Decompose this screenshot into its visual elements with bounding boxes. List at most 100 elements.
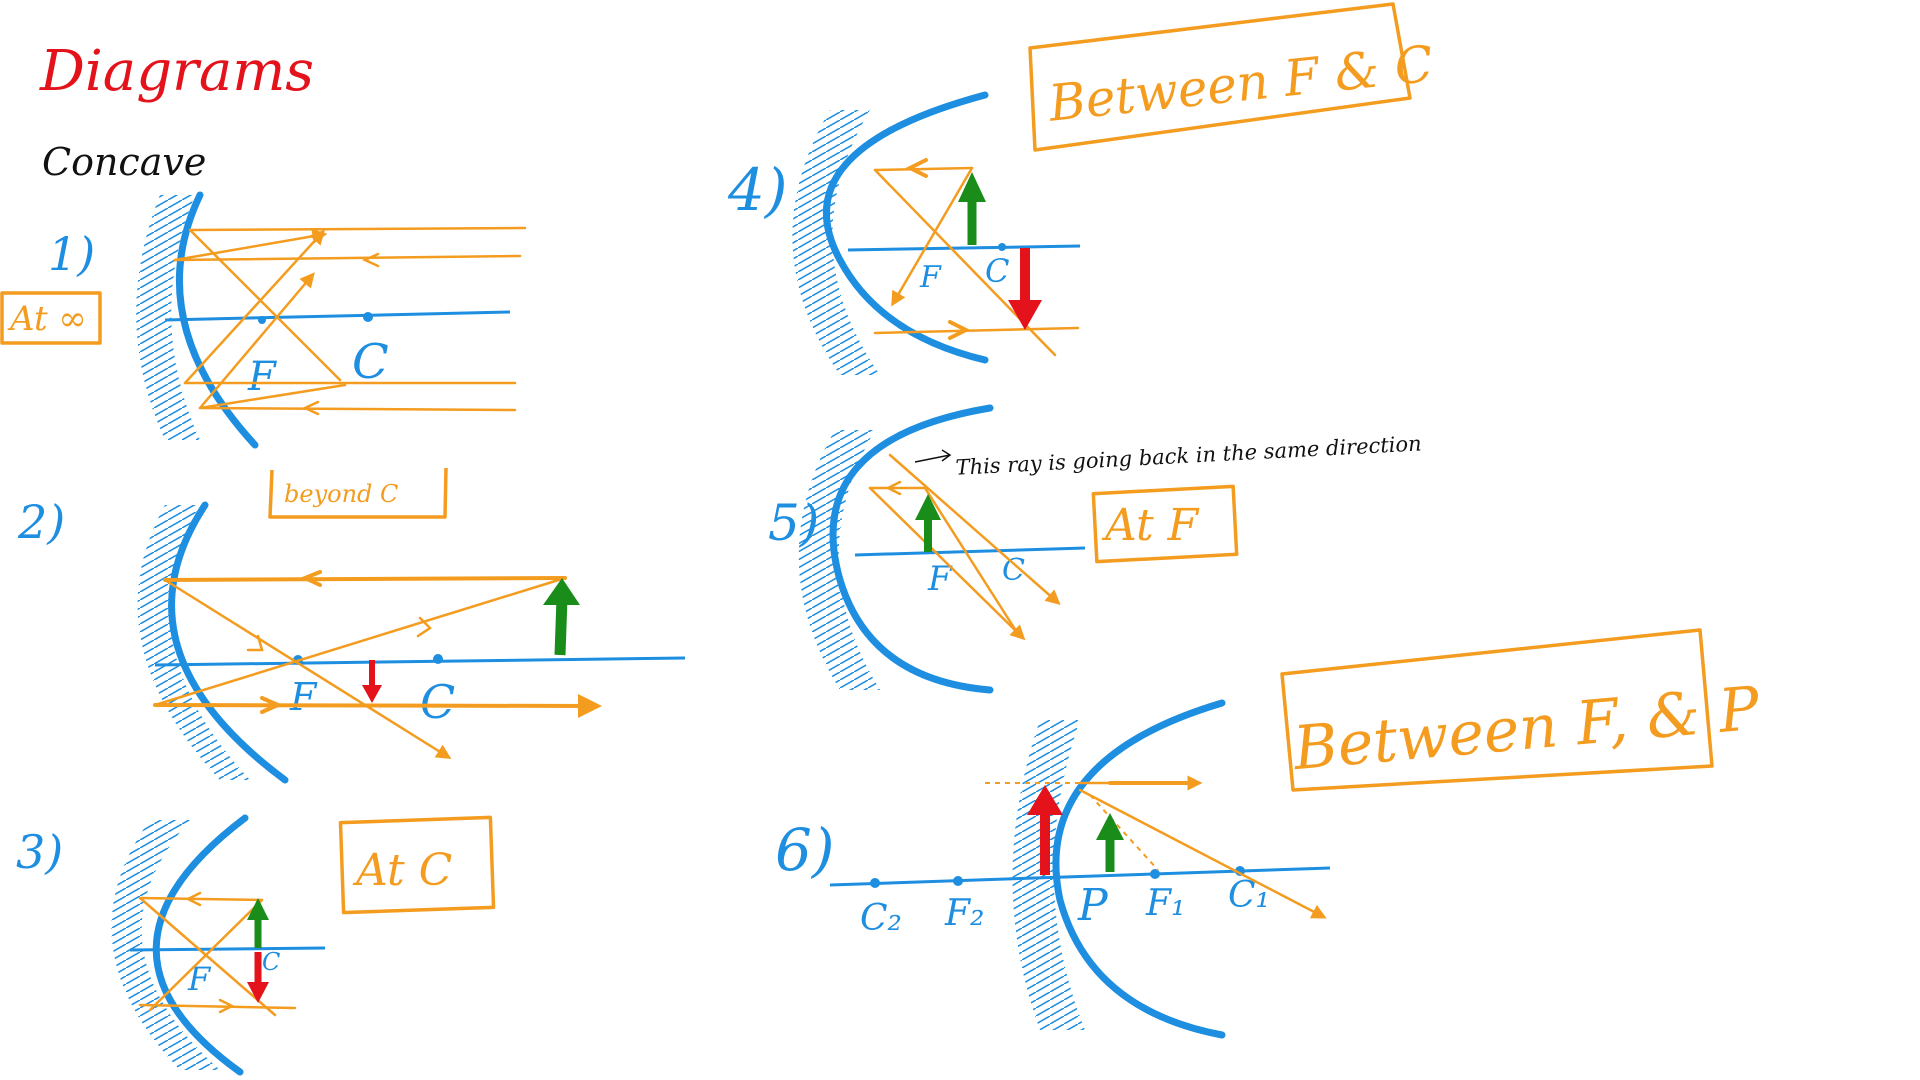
case-2-reflected-1	[163, 578, 452, 759]
case-4-ray-bottom	[873, 326, 1080, 335]
case-4-reflected-2	[891, 166, 974, 307]
case-1-ray-1	[188, 226, 527, 232]
case-2-object-arrowhead	[543, 578, 580, 605]
case-6-label-box	[1280, 628, 1714, 792]
case-1-reflected-5	[198, 383, 347, 410]
case-5-principal-axis	[854, 546, 1086, 557]
case-3-label: At C	[352, 845, 452, 896]
case-3-reflected-2	[148, 898, 264, 1012]
case-2-ray-top	[163, 576, 567, 582]
case-1-ray-2	[173, 254, 522, 262]
case-1-focus-dot	[258, 316, 266, 324]
case-6-object-arrowhead	[1096, 813, 1124, 840]
case-1-reflected-3	[183, 229, 326, 385]
case-1-ray-4	[198, 406, 517, 412]
case-3-principal-axis	[129, 946, 326, 952]
case-1-mirror-hatching	[136, 195, 200, 440]
case-3-centre-label: C	[262, 948, 280, 976]
case-6-p-label: P	[1077, 880, 1109, 931]
case-5-arrow-1	[885, 480, 902, 496]
case-2-diagram: 2) beyond C F C	[17, 467, 686, 784]
case-3-arrow-2	[218, 998, 235, 1014]
case-6-f1-dot	[1150, 869, 1160, 879]
case-6-reflected-ray	[1078, 788, 1327, 919]
case-2-number: 2)	[17, 495, 65, 549]
case-3-ray-bottom	[138, 1003, 297, 1010]
case-1-label-box	[0, 291, 102, 345]
case-5-note-pointer-head	[941, 449, 952, 462]
case-4-principal-axis	[847, 244, 1081, 252]
case-1-principal-axis	[164, 310, 511, 322]
case-6-image-arrowhead	[1027, 785, 1063, 815]
case-2-label-box	[268, 467, 448, 519]
case-2-centre-label: C	[420, 675, 455, 729]
case-3-mirror	[152, 814, 249, 1076]
case-2-mirror-hatching	[137, 505, 250, 780]
case-5-note-pointer	[914, 454, 951, 463]
case-6-mirror	[1052, 699, 1226, 1039]
case-5-ray-4	[923, 486, 1020, 636]
case-4-image-arrowhead	[1008, 300, 1042, 330]
case-2-label: beyond C	[284, 480, 398, 508]
case-1-ray-arrow-1	[362, 252, 380, 268]
case-3-label-box	[338, 815, 496, 915]
case-2-principal-axis	[154, 656, 686, 667]
case-4-object-arrowhead	[958, 172, 986, 202]
case-4-centre-label: C	[985, 252, 1009, 290]
case-6-diagram: 6) Between F, & P C₂ F₂ P F₁ C₁	[775, 628, 1764, 1039]
case-2-reflected-1-arrow	[246, 634, 264, 652]
case-4-diagram: 4) Between F & C F C	[727, 2, 1436, 375]
case-4-bottom-arrow	[948, 320, 971, 340]
case-2-ray-bottom-arrow	[260, 696, 283, 714]
case-6-c1-label: C₁	[1228, 875, 1270, 916]
page-subtitle: Concave	[42, 140, 206, 184]
case-2-ray-top-arrow	[299, 570, 322, 587]
case-1-reflected-1	[188, 228, 342, 382]
case-3-image-arrowhead	[247, 982, 269, 1003]
case-2-reflected-2	[153, 576, 567, 707]
case-5-object-arrowhead	[915, 494, 941, 520]
case-5-mirror	[829, 404, 994, 694]
case-1-label: At ∞	[7, 299, 87, 339]
case-2-mirror	[168, 501, 289, 784]
page-title: Diagrams	[39, 39, 314, 104]
case-6-principal-axis	[829, 866, 1331, 887]
case-2-image-arrowhead	[362, 685, 382, 703]
case-4-centre-dot	[998, 243, 1006, 251]
case-5-mirror-hatching	[798, 430, 880, 690]
case-1-reflected-2	[173, 228, 328, 262]
case-6-c2-dot	[870, 878, 880, 888]
case-5-label-box	[1091, 484, 1239, 564]
case-2-focus-label: F	[289, 675, 318, 719]
case-4-focus-label: F	[919, 260, 942, 295]
case-3-arrow-1	[185, 891, 202, 907]
case-2-object-arrow	[554, 597, 568, 656]
case-3-object-arrowhead	[247, 898, 269, 920]
case-4-mirror	[822, 91, 989, 364]
case-5-note: This ray is going back in the same direc…	[955, 431, 1422, 479]
case-3-number: 3)	[16, 825, 63, 879]
case-5-diagram: 5) This ray is going back in the same di…	[768, 404, 1422, 694]
case-3-ray-top	[138, 896, 264, 902]
case-1-diagram: 1) At ∞ F C	[0, 191, 527, 449]
case-3-reflected-1	[138, 896, 277, 1017]
case-4-label: Between F & C	[1045, 35, 1436, 133]
case-1-focus-label: F	[247, 354, 277, 400]
case-3-diagram: 3) At C F C	[16, 814, 496, 1076]
case-2-centre-dot	[433, 654, 443, 664]
case-5-ray-2	[868, 486, 1026, 641]
case-5-label: At F	[1101, 500, 1200, 551]
case-4-number: 4)	[727, 156, 788, 224]
case-3-mirror-hatching	[111, 820, 220, 1070]
case-2-reflected-2-arrow	[416, 616, 432, 638]
case-5-ray-1	[888, 453, 1061, 605]
case-6-virtual-extension	[1089, 794, 1159, 871]
case-4-label-box	[1028, 2, 1412, 152]
case-3-focus-label: F	[187, 960, 212, 998]
case-6-f1-label: F₁	[1145, 883, 1185, 924]
case-4-top-arrow	[905, 158, 928, 178]
case-5-centre-label: C	[1002, 553, 1025, 588]
case-1-number: 1)	[48, 227, 95, 281]
case-2-ray-bottom	[153, 693, 602, 718]
